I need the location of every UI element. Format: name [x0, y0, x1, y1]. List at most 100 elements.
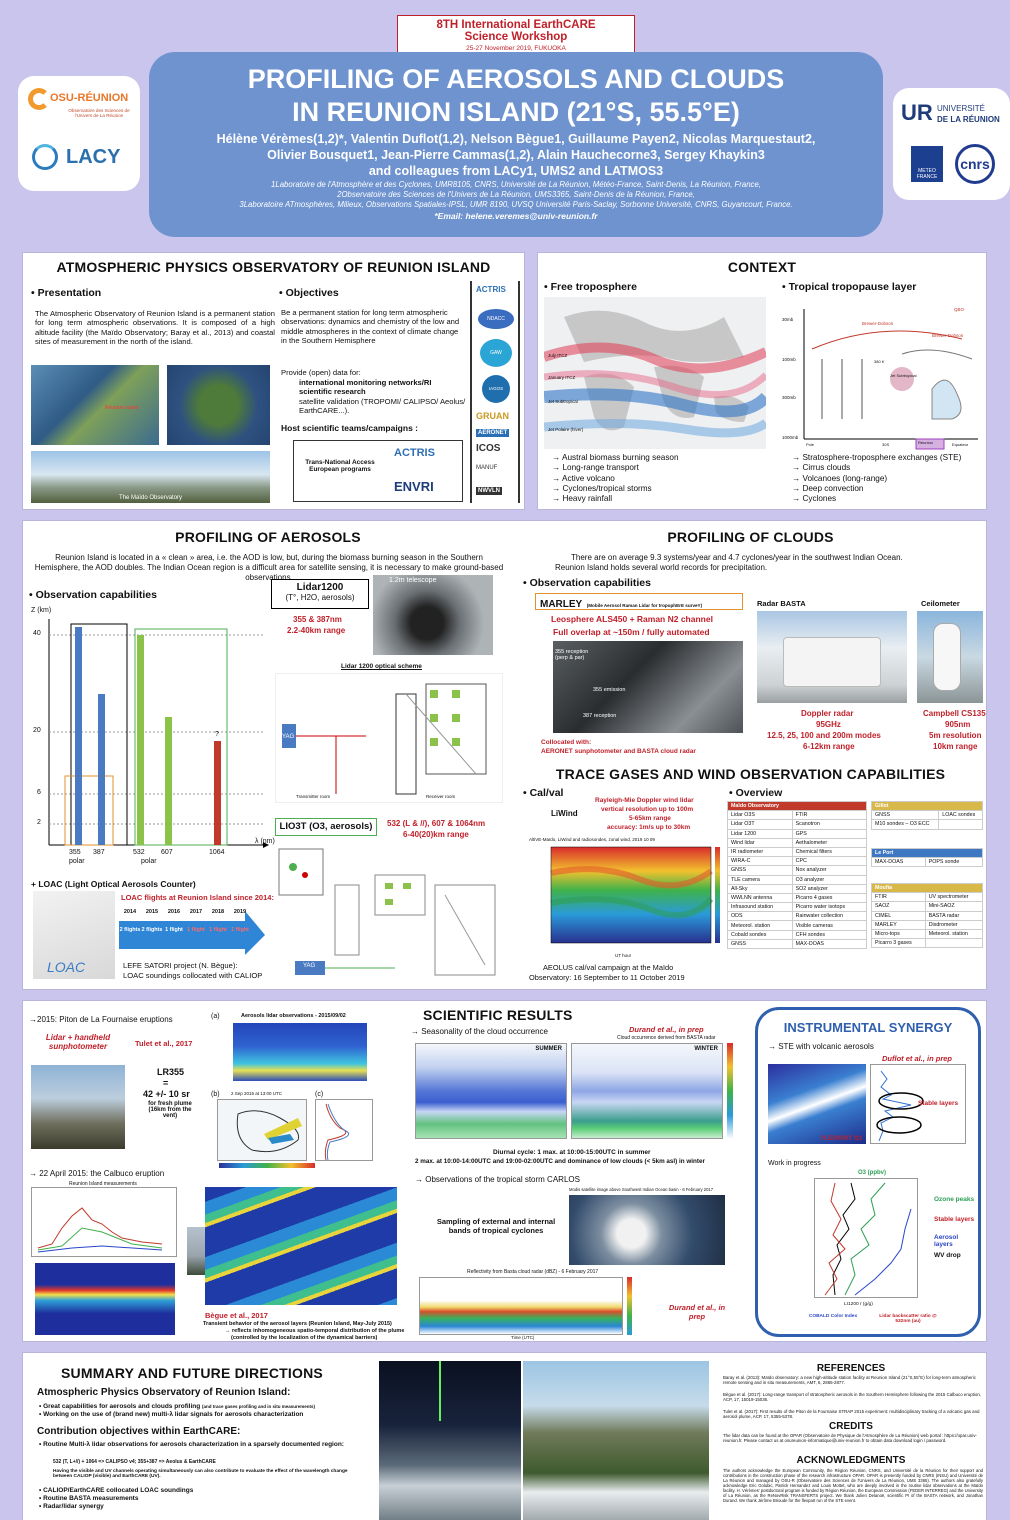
nwvln-logo: NWVLN — [476, 487, 502, 495]
diurnal-2: 2 max. at 10:00-14:00UTC and 19:00-02:00… — [415, 1158, 705, 1165]
emission-355-label: 355 emission — [593, 687, 626, 693]
table-row: Picarro 3 gases — [871, 938, 984, 949]
table-cell — [938, 819, 983, 830]
context-item: → Cirrus clouds — [792, 463, 851, 473]
aerosol-obs-title: Aerosols lidar observations - 2015/09/02 — [241, 1013, 346, 1019]
loac-timeline — [119, 907, 265, 955]
winter-label: WINTER — [694, 1046, 718, 1052]
context-item: → Heavy rainfall — [552, 494, 613, 503]
synergy-label-ozone: Ozone peaks — [934, 1196, 975, 1203]
summary-panel: SUMMARY AND FUTURE DIRECTIONS Atmospheri… — [22, 1352, 987, 1520]
summary-item-3: • Routine Multi-λ lidar observations for… — [39, 1441, 344, 1448]
table-row: MAX-DOAS POPS sonde — [871, 857, 984, 868]
email: *Email: helene.veremes@univ-reunion.fr — [434, 211, 598, 221]
moufia-header: Moufia — [871, 882, 983, 894]
cnrs-logo: cnrs — [955, 144, 995, 184]
lidar1200-spec2: 2.2-40km range — [287, 626, 346, 635]
table-row: Lidar O3T Scanotron — [727, 819, 868, 830]
ttl-list: → Stratosphere-troposphere exchanges (ST… — [792, 453, 961, 504]
loac-flight: 1 flight — [187, 927, 205, 933]
table-cell: CIMEL — [871, 910, 926, 921]
table-row: Lidar 1200 GPS — [727, 828, 868, 839]
loac-label: LOAC — [47, 959, 86, 975]
authors-2: Olivier Bousquet1, Jean-Pierre Cammas(1,… — [267, 148, 765, 162]
context-item: → Volcanoes (long-range) — [792, 473, 888, 483]
context-item: → Cyclones — [792, 494, 837, 503]
lr-2: = — [163, 1078, 169, 1088]
y-tick: 20 — [33, 727, 41, 734]
panel-c-label: (c) — [315, 1091, 324, 1098]
authors-1: Hélène Vérèmes(1,2)*, Valentin Duflot(1,… — [216, 132, 816, 146]
table-cell: BASTA radar — [924, 910, 984, 921]
objective-item: international monitoring networks/RI — [299, 378, 432, 387]
summary-item: • Working on the use of (brand new) mult… — [39, 1411, 304, 1419]
transient-text-1: Transient behavior of the aerosol layers… — [203, 1321, 392, 1327]
x-tick: 607 — [161, 849, 173, 856]
summary-item-text: Routine BASTA measurements — [43, 1495, 139, 1503]
stable-layers-label: Stable layers — [918, 1100, 959, 1107]
table-row: IR radiometer Chemical filters — [727, 846, 868, 858]
wind-chart-title: AltiVE-Maïdo, LiWind and radiosondes, zo… — [529, 837, 655, 842]
univ-logo-mark: UR — [901, 100, 933, 125]
context-item: → Active volcano — [552, 473, 615, 483]
loac-flight: 1 flight — [165, 927, 183, 933]
tulet-ref: Tulet et al., 2017 — [135, 1039, 193, 1048]
table-cell: FTIR — [871, 892, 926, 903]
cobald-label: COBALD Color Index — [808, 1314, 858, 1319]
context-title: CONTEXT — [727, 259, 797, 275]
table-cell: UV spectrometer — [924, 892, 984, 903]
basta-radar-shape — [783, 637, 881, 687]
table-cell: Lidar O3S — [727, 810, 793, 821]
loac-flights: 2 flights 2 flights 1 flight 1 flight 1 … — [119, 927, 251, 933]
table-row: Cobald sondes CFH sondes — [727, 929, 868, 940]
map-label-jet: Jet Subtropical — [548, 399, 578, 404]
liwind-spec2: vertical resolution up to 100m — [601, 806, 694, 813]
summary-item-3b: Having the visible and UV channels opera… — [53, 1469, 348, 1479]
lacy-logo-text: LACY — [66, 146, 121, 168]
receiver-label: Receiver room — [426, 794, 456, 799]
aeronet-logo: AERONET — [476, 429, 510, 437]
lr-4: for fresh plume (16km from the vent) — [148, 1101, 192, 1119]
reflectivity-plot — [419, 1277, 623, 1335]
objectives-text: Be a permanent station for long term atm… — [281, 308, 460, 346]
calbuco-ts-svg — [37, 1207, 163, 1253]
summary-item-text: Radar/lidar synergy — [43, 1503, 104, 1511]
summary-list-3: • CALIOP/EarthCARE collocated LOAC sound… — [39, 1487, 193, 1511]
ttl-label: 380 K — [874, 359, 885, 364]
wavelength-chart-svg — [48, 619, 269, 848]
table-row: Meteorol. station Visible cameras — [727, 920, 868, 931]
osu-logo — [28, 88, 50, 110]
table-row: WWLNN antenna Picarro 4 gases — [727, 892, 868, 904]
marley-sub: (Mobile Aerosol Raman Lidar for tropophE… — [586, 603, 703, 608]
summary-list-1: • Great capabilities for aerosols and cl… — [39, 1403, 379, 1419]
presentation-text: The Atmospheric Observatory of Reunion I… — [35, 309, 275, 347]
y-tick: 6 — [37, 789, 41, 796]
loac-flight: 1 flight — [209, 927, 227, 933]
lefe-text-2: LOAC soundings collocated with CALIOP — [123, 971, 263, 980]
loac-subheading: LOAC flights at Reunion Island since 201… — [121, 893, 274, 902]
provide-text: Provide (open) data for: — [281, 368, 361, 377]
lidar1200-title: Lidar1200 — [296, 582, 344, 593]
synergy-label-stable: Stable layers — [934, 1216, 975, 1223]
y-tick: 2 — [37, 819, 41, 826]
polar-label: polar — [69, 858, 85, 865]
transient-text-3: (controlled by the localization of the d… — [231, 1335, 378, 1341]
summary-item: • CALIOP/EarthCARE collocated LOAC sound… — [39, 1487, 194, 1494]
observatory-panel: ATMOSPHERIC PHYSICS OBSERVATORY OF REUNI… — [22, 252, 525, 510]
mountain-photo — [523, 1361, 709, 1520]
affiliation-1: 1Laboratoire de l'Atmosphère et des Cycl… — [271, 180, 761, 189]
marley-spec2: Full overlap at ~150m / fully automated — [553, 627, 710, 637]
ttl-label: QBO — [954, 307, 965, 312]
lacy-logo — [32, 144, 58, 170]
ttl-label: Réunion — [918, 440, 933, 445]
table-cell: MAX-DOAS — [791, 938, 868, 950]
meteo-logo-text: METEO FRANCE — [916, 168, 938, 180]
table-cell: Aethalometer — [791, 837, 868, 848]
occurrence-colorbar — [727, 1043, 733, 1139]
free-troposphere-heading: • Free troposphere — [544, 281, 637, 293]
conf-line1: 8TH International EarthCARE — [436, 19, 596, 31]
basta-label: Radar BASTA — [757, 599, 806, 608]
wavelength-chart: Z (km) 40 20 6 2 355 387 532 607 1064 po… — [31, 607, 271, 869]
marley-spec1: Leosphere ALS450 + Raman N2 channel — [551, 614, 713, 624]
campbell-3: 5m resolution — [929, 731, 982, 740]
